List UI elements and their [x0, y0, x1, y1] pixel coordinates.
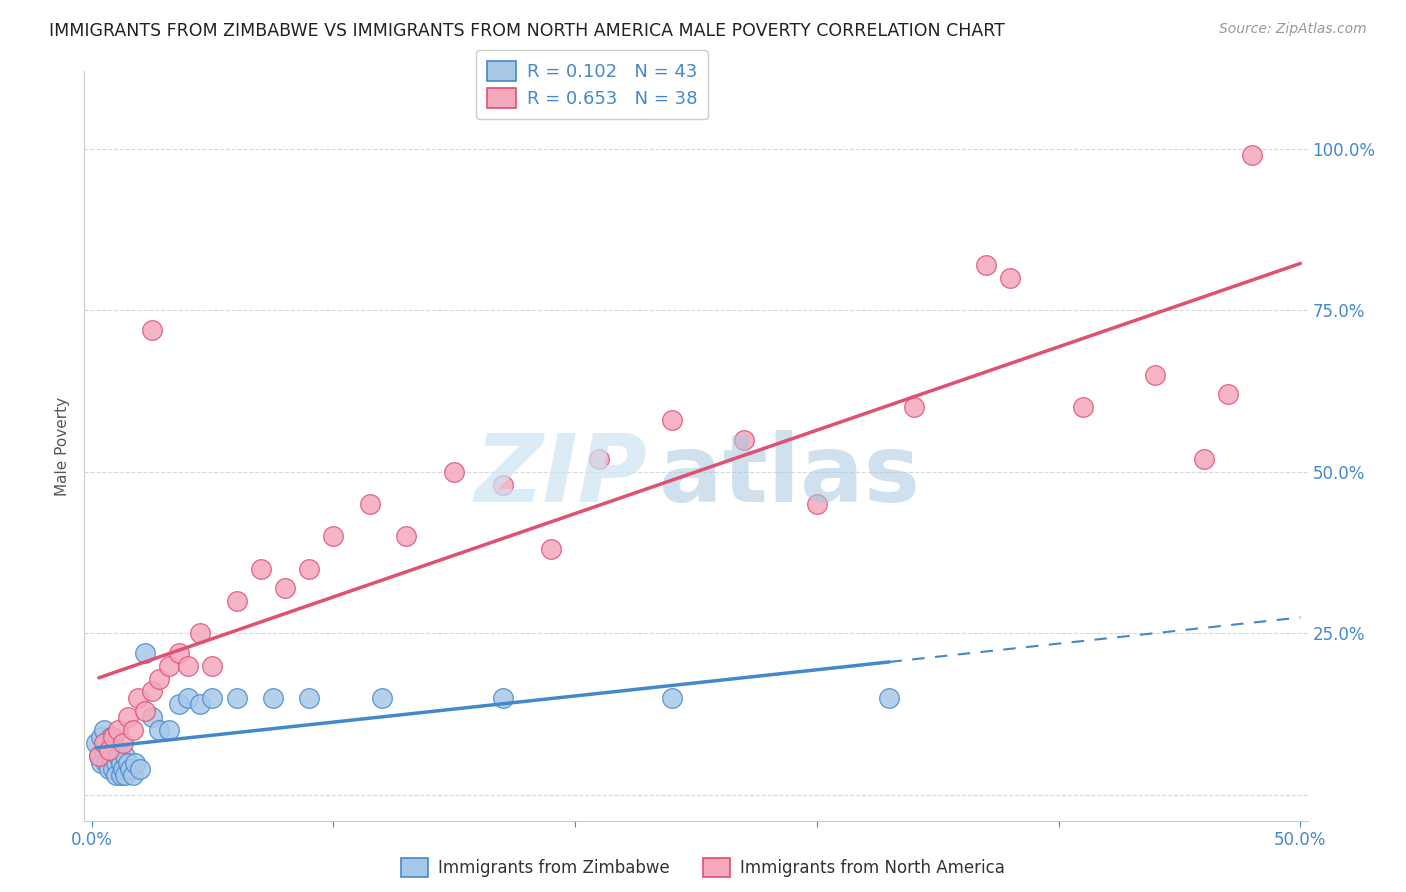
Point — [94, 756, 117, 770]
Point — [1216, 387, 1239, 401]
Point — [148, 723, 170, 738]
Text: IMMIGRANTS FROM ZIMBABWE VS IMMIGRANTS FROM NORTH AMERICA MALE POVERTY CORRELATI: IMMIGRANTS FROM ZIMBABWE VS IMMIGRANTS F… — [49, 22, 1005, 40]
Point — [177, 690, 200, 705]
Point — [134, 646, 156, 660]
Point — [121, 768, 143, 782]
Point — [90, 756, 112, 770]
Point — [94, 736, 117, 750]
Point — [104, 756, 127, 770]
Point — [117, 710, 139, 724]
Point — [167, 646, 190, 660]
Point — [104, 768, 127, 782]
Point — [134, 704, 156, 718]
Point — [97, 762, 120, 776]
Point — [103, 762, 125, 776]
Point — [250, 562, 273, 576]
Point — [225, 594, 247, 608]
Point — [124, 756, 146, 770]
Point — [157, 723, 180, 738]
Point — [661, 413, 683, 427]
Point — [733, 433, 755, 447]
Point — [1071, 401, 1094, 415]
Point — [148, 672, 170, 686]
Point — [201, 658, 224, 673]
Point — [87, 749, 110, 764]
Point — [443, 465, 465, 479]
Point — [322, 529, 344, 543]
Text: ZIP: ZIP — [474, 430, 647, 522]
Point — [97, 742, 120, 756]
Point — [298, 562, 321, 576]
Point — [103, 730, 125, 744]
Point — [540, 542, 562, 557]
Point — [117, 756, 139, 770]
Point — [112, 762, 135, 776]
Point — [190, 698, 212, 712]
Point — [167, 698, 190, 712]
Point — [1240, 148, 1263, 162]
Point — [93, 723, 115, 738]
Point — [121, 723, 143, 738]
Point — [110, 756, 132, 770]
Point — [974, 258, 997, 272]
Point — [110, 768, 132, 782]
Point — [112, 736, 135, 750]
Point — [100, 730, 122, 744]
Point — [903, 401, 925, 415]
Y-axis label: Male Poverty: Male Poverty — [55, 396, 70, 496]
Point — [107, 749, 129, 764]
Point — [370, 690, 392, 705]
Point — [298, 690, 321, 705]
Point — [1144, 368, 1167, 382]
Point — [491, 690, 513, 705]
Point — [114, 768, 136, 782]
Point — [225, 690, 247, 705]
Point — [1000, 271, 1022, 285]
Point — [129, 762, 152, 776]
Text: Source: ZipAtlas.com: Source: ZipAtlas.com — [1219, 22, 1367, 37]
Point — [93, 742, 115, 756]
Point — [114, 749, 136, 764]
Legend: Immigrants from Zimbabwe, Immigrants from North America: Immigrants from Zimbabwe, Immigrants fro… — [395, 852, 1011, 884]
Point — [93, 736, 115, 750]
Point — [107, 723, 129, 738]
Point — [395, 529, 418, 543]
Point — [97, 742, 120, 756]
Point — [87, 749, 110, 764]
Point — [90, 730, 112, 744]
Point — [86, 736, 108, 750]
Point — [103, 736, 125, 750]
Point — [491, 477, 513, 491]
Point — [100, 749, 122, 764]
Legend: R = 0.102   N = 43, R = 0.653   N = 38: R = 0.102 N = 43, R = 0.653 N = 38 — [477, 51, 709, 120]
Point — [141, 684, 163, 698]
Point — [274, 581, 297, 595]
Text: atlas: atlas — [659, 430, 921, 522]
Point — [157, 658, 180, 673]
Point — [120, 762, 142, 776]
Point — [588, 451, 610, 466]
Point — [1192, 451, 1215, 466]
Point — [879, 690, 901, 705]
Point — [201, 690, 224, 705]
Point — [359, 497, 381, 511]
Point — [661, 690, 683, 705]
Point — [806, 497, 828, 511]
Point — [127, 690, 149, 705]
Point — [141, 323, 163, 337]
Point — [190, 626, 212, 640]
Point — [177, 658, 200, 673]
Point — [262, 690, 284, 705]
Point — [104, 742, 127, 756]
Point — [141, 710, 163, 724]
